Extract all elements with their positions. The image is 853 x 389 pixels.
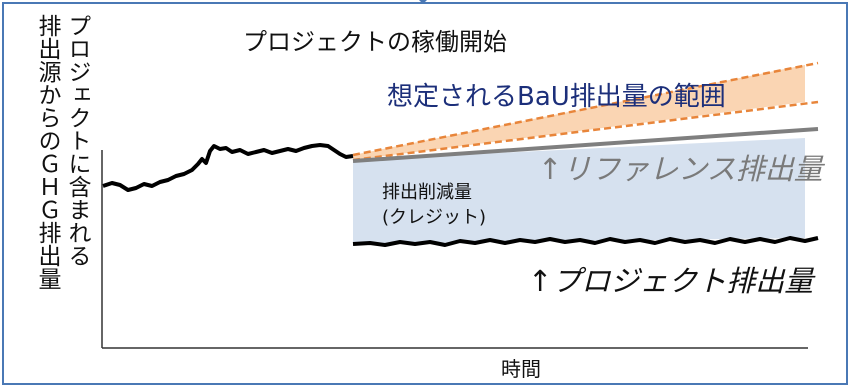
bau-range-label: 想定されるBaU排出量の範囲 [387,82,726,112]
credit-area [353,138,805,244]
project-emission-line [352,236,819,247]
x-axis-label: 時間 [501,357,541,381]
historical-emission-line [102,143,354,192]
bau-lower-line [352,100,819,162]
credit-label-line2: (クレジット) [382,207,487,228]
y-axis-label-line1: プロジェクトに含まれる [64,14,90,267]
credit-label-line1: 排出削減量 [382,182,472,203]
project-start-title: プロジェクトの稼働開始 [243,28,507,56]
y-axis-label-line2: 排出源からのＧＨＧ排出量 [34,14,60,290]
bau-upper-line [352,61,819,157]
project-emission-label: ↑プロジェクト排出量 [528,264,814,298]
frame-notch [418,0,428,4]
reference-emission-label: ↑リファレンス排出量 [538,152,823,186]
reference-line [352,127,819,163]
